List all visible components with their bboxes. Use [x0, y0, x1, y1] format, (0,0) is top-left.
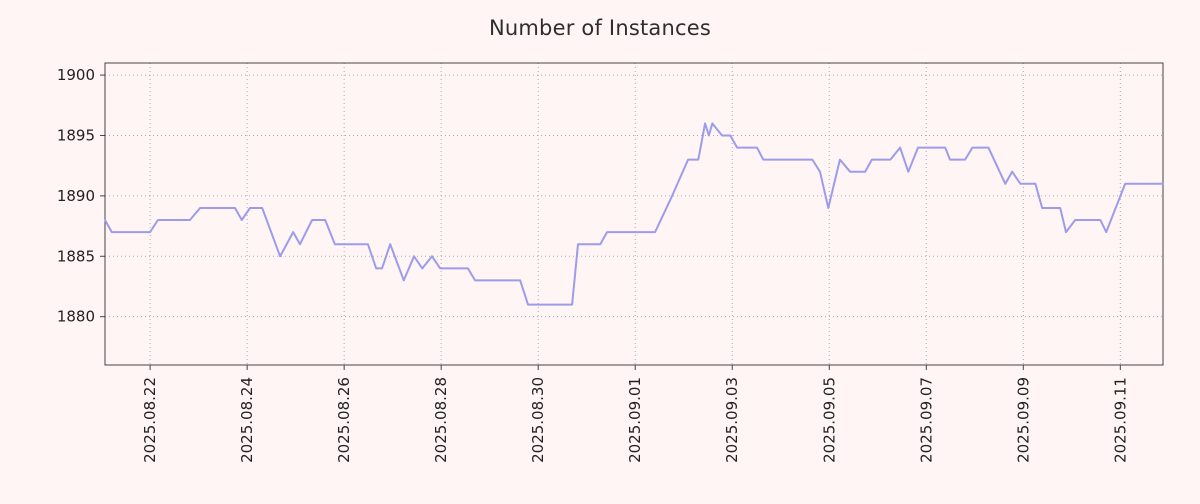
- x-tick-label: 2025.09.11: [1111, 377, 1129, 463]
- x-tick-label: 2025.09.07: [917, 377, 935, 463]
- y-tick-label: 1895: [57, 126, 95, 144]
- x-tick-label: 2025.08.30: [529, 377, 547, 463]
- x-tick-label: 2025.08.24: [238, 377, 256, 463]
- instances-series-line: [104, 122, 1164, 306]
- x-tick-label: 2025.08.26: [335, 377, 353, 463]
- plot-frame: [104, 62, 1164, 366]
- y-tick-label: 1900: [57, 66, 95, 84]
- x-tick-label: 2025.08.28: [432, 377, 450, 463]
- y-tick-label: 1890: [57, 187, 95, 205]
- y-tick-label: 1885: [57, 247, 95, 265]
- x-tick-label: 2025.08.22: [141, 377, 159, 463]
- chart-title: Number of Instances: [488, 16, 711, 40]
- x-tick-label: 2025.09.01: [626, 377, 644, 463]
- x-tick-label: 2025.09.09: [1014, 377, 1032, 463]
- x-tick-label: 2025.09.03: [723, 377, 741, 463]
- x-tick-label: 2025.09.05: [820, 377, 838, 463]
- y-tick-label: 1880: [57, 308, 95, 326]
